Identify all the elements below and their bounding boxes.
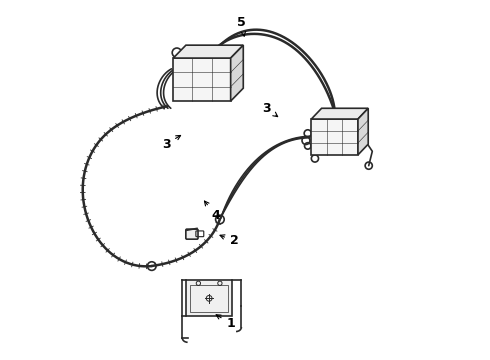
Polygon shape bbox=[358, 108, 368, 155]
Text: 5: 5 bbox=[237, 16, 246, 36]
Text: 2: 2 bbox=[220, 234, 239, 247]
FancyBboxPatch shape bbox=[186, 229, 198, 239]
Text: 3: 3 bbox=[162, 135, 181, 150]
Polygon shape bbox=[173, 45, 243, 58]
Polygon shape bbox=[311, 108, 368, 119]
Text: 1: 1 bbox=[216, 315, 235, 330]
Polygon shape bbox=[231, 45, 243, 101]
Bar bbox=[190, 285, 228, 312]
Bar bbox=[186, 280, 232, 316]
Polygon shape bbox=[311, 119, 358, 155]
Polygon shape bbox=[173, 58, 231, 101]
Text: 3: 3 bbox=[262, 102, 278, 117]
Text: 4: 4 bbox=[204, 201, 220, 222]
